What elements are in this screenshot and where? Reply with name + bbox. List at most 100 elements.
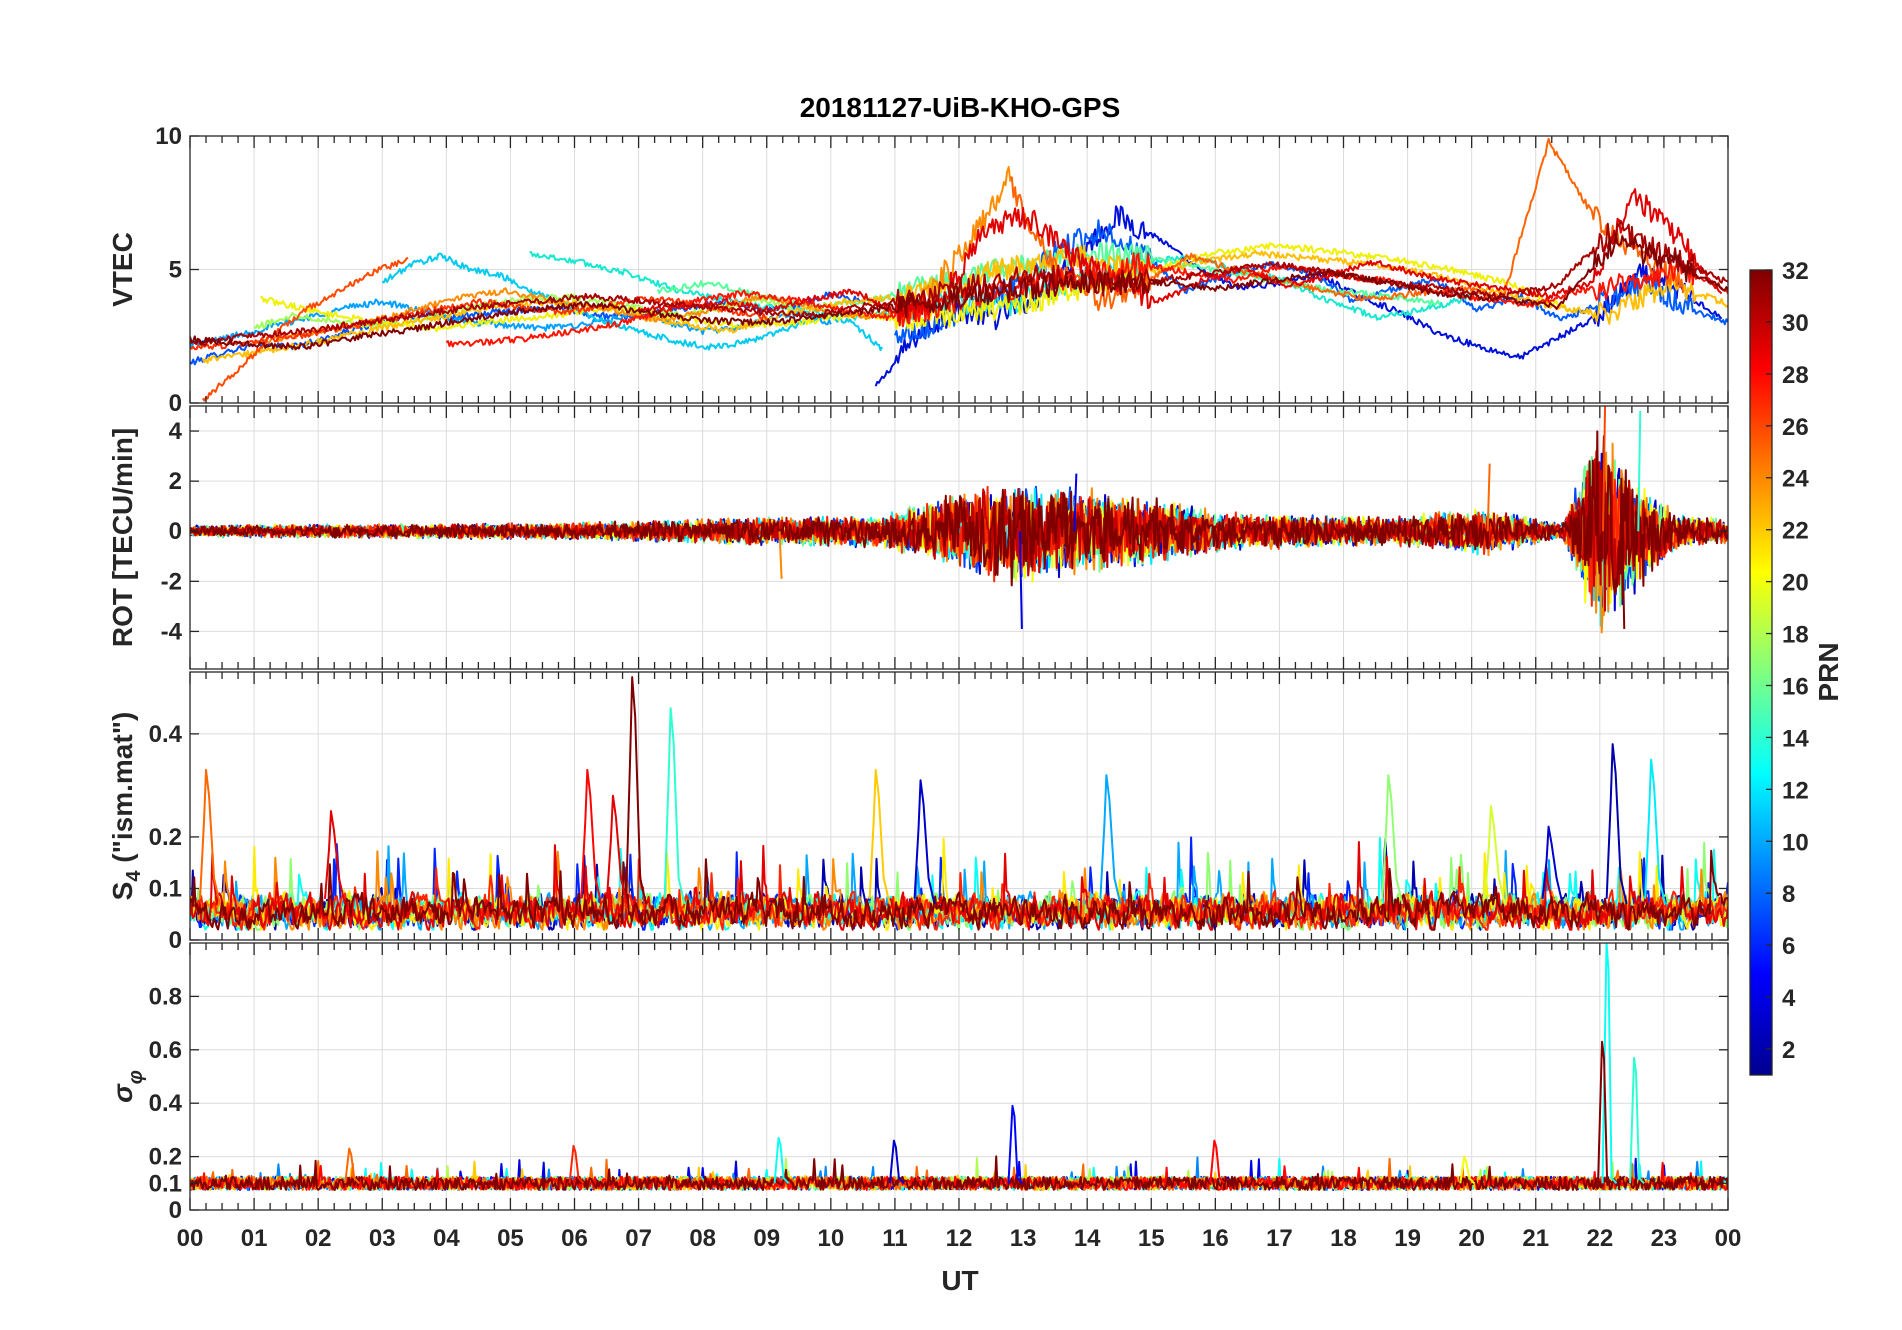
sigma-peak xyxy=(1601,943,1618,1184)
vtec-series-line xyxy=(529,251,1473,324)
rot-spike xyxy=(1073,473,1078,532)
y-axis-label: σφ xyxy=(107,1070,147,1103)
x-tick-label: 18 xyxy=(1330,1225,1357,1252)
s4-peak xyxy=(323,810,346,905)
y-axis-label: S4 ("ism.mat") xyxy=(107,712,145,901)
s4-peak xyxy=(913,779,936,905)
panel-s4: 00.10.20.4S4 ("ism.mat") xyxy=(107,671,1729,954)
sigma-peak xyxy=(1629,1056,1645,1184)
colorbar-tick-label: 16 xyxy=(1782,673,1809,700)
colorbar-tick-label: 8 xyxy=(1782,881,1795,908)
y-tick-label: 0 xyxy=(169,518,182,545)
y-tick-label: -2 xyxy=(161,568,182,595)
y-tick-label: 2 xyxy=(169,468,182,495)
x-tick-label: 23 xyxy=(1651,1225,1678,1252)
x-tick-label: 14 xyxy=(1074,1225,1101,1252)
s4-peak xyxy=(1381,774,1404,905)
x-tick-label: 01 xyxy=(241,1225,268,1252)
colorbar-tick-label: 30 xyxy=(1782,310,1809,337)
y-tick-label: 0.1 xyxy=(149,875,182,902)
colorbar-tick-label: 2 xyxy=(1782,1037,1795,1064)
panel-data-vtec xyxy=(190,137,1728,402)
panel-data-s4 xyxy=(190,676,1728,931)
colorbar-label: PRN xyxy=(1813,642,1844,701)
colorbar-tick-label: 6 xyxy=(1782,933,1795,960)
s4-peak xyxy=(663,707,686,905)
vtec-series-line xyxy=(637,188,1723,327)
s4-peak xyxy=(1644,758,1667,905)
x-tick-label: 16 xyxy=(1202,1225,1229,1252)
y-axis-label: ROT [TECU/min] xyxy=(107,428,138,647)
vtec-series-line xyxy=(202,256,409,402)
x-tick-label: 12 xyxy=(946,1225,973,1252)
y-tick-label: 0.2 xyxy=(149,1144,182,1171)
vtec-series-line xyxy=(190,296,768,351)
y-axis-label-sigma: σ xyxy=(107,1083,138,1103)
y-tick-label: 4 xyxy=(169,418,183,445)
sigma-peak xyxy=(1459,1155,1475,1184)
y-tick-label: 0.6 xyxy=(149,1037,182,1064)
colorbar-tick-label: 4 xyxy=(1782,985,1796,1012)
x-axis-label: UT xyxy=(941,1265,978,1296)
panel-data-rot xyxy=(190,406,1728,634)
y-tick-label: 5 xyxy=(169,257,182,284)
panel-rot: -4 -2 0 2 4 ROT [TECU/min] xyxy=(107,405,1729,670)
sigma-peak xyxy=(568,1144,585,1184)
s4-series-line xyxy=(190,849,1728,931)
chart-title: 20181127-UiB-KHO-GPS xyxy=(800,92,1121,123)
panel-data-sigma_phi xyxy=(190,943,1728,1191)
y-axis-label: VTEC xyxy=(107,232,138,307)
x-tick-label: 13 xyxy=(1010,1225,1037,1252)
vtec-series-line xyxy=(1010,137,1685,312)
s4-peak xyxy=(1541,825,1564,905)
rot-series-line xyxy=(190,430,1728,601)
s4-series-line xyxy=(190,858,1728,931)
colorbar-tick-label: 32 xyxy=(1782,258,1809,285)
x-tick-label: 10 xyxy=(817,1225,844,1252)
y-tick-label: 0.8 xyxy=(149,983,182,1010)
s4-peak xyxy=(1099,774,1122,905)
x-tick-label: 07 xyxy=(625,1225,652,1252)
sigma-peak xyxy=(888,1139,905,1184)
y-axis-label-phi: φ xyxy=(125,1070,147,1084)
s4-peak xyxy=(625,676,648,905)
colorbar-tick-label: 18 xyxy=(1782,622,1809,649)
colorbar-tick-label: 26 xyxy=(1782,414,1809,441)
x-tick-label: 22 xyxy=(1586,1225,1613,1252)
x-tick-label: 00 xyxy=(177,1225,204,1252)
x-tick-label: 19 xyxy=(1394,1225,1421,1252)
x-tick-label: 04 xyxy=(433,1225,460,1252)
colorbar-tick-label: 12 xyxy=(1782,777,1809,804)
vtec-series-line xyxy=(190,233,1728,351)
rot-spike xyxy=(1637,410,1642,532)
y-tick-label: 0 xyxy=(169,927,182,954)
s4-peak xyxy=(580,768,603,905)
panel-sigma_phi: 00.10.2 0.4 0.6 0.8 σφ xyxy=(107,942,1729,1224)
colorbar-frame xyxy=(1749,269,1773,1076)
x-tick-label: 06 xyxy=(561,1225,588,1252)
sigma-peak xyxy=(344,1147,360,1184)
y-tick-label: 0 xyxy=(169,1197,182,1224)
x-tick-label: 00 xyxy=(1715,1225,1742,1252)
panel-vtec: 0 5 10 VTEC xyxy=(107,123,1729,417)
sigma-peak xyxy=(773,1136,790,1184)
rot-spike xyxy=(778,531,783,579)
y-tick-label: 0 xyxy=(169,390,182,417)
x-tick-label: 08 xyxy=(689,1225,716,1252)
x-tick-label: 05 xyxy=(497,1225,524,1252)
colorbar-tick-label: 14 xyxy=(1782,725,1809,752)
s4-peak xyxy=(1483,805,1506,905)
y-axis-label-s: S xyxy=(107,882,138,901)
colorbar-tick-label: 28 xyxy=(1782,362,1809,389)
x-tick-label: 03 xyxy=(369,1225,396,1252)
y-axis-label-sub: 4 xyxy=(123,870,145,882)
s4-peak xyxy=(199,768,221,905)
y-tick-label: 0.1 xyxy=(149,1170,182,1197)
sigma-peak xyxy=(1597,1040,1613,1184)
y-tick-label: -4 xyxy=(161,618,183,645)
s4-peak xyxy=(1605,743,1628,905)
rot-spike xyxy=(1621,531,1626,629)
